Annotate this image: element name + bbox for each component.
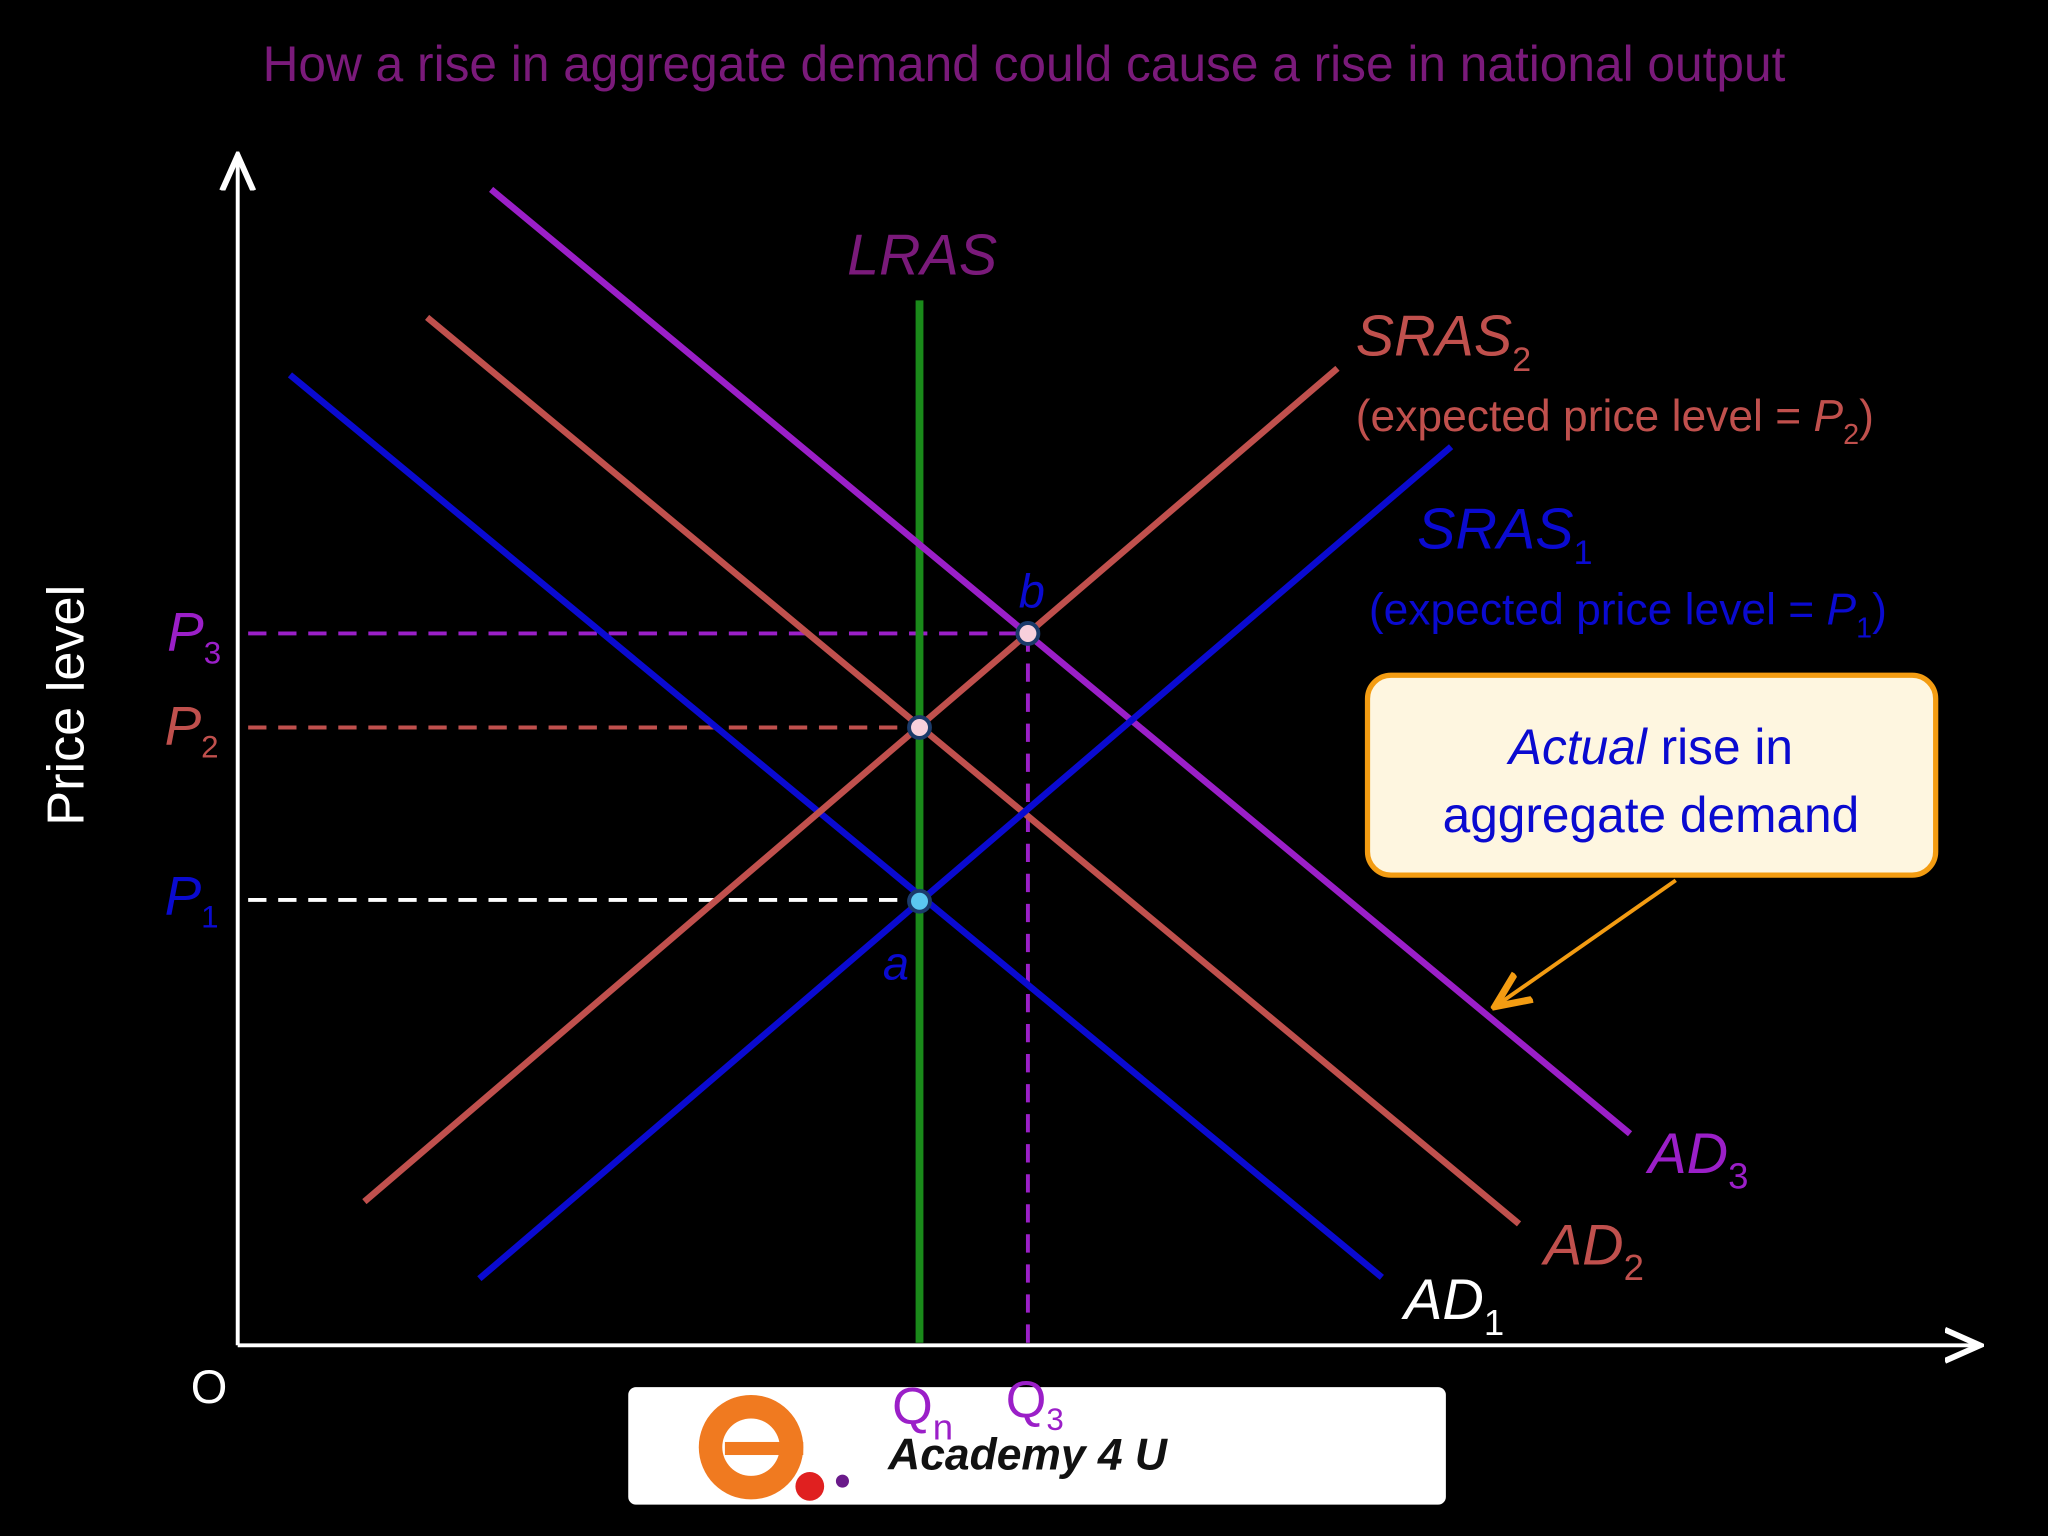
p2-label: P2 — [165, 694, 219, 764]
y-axis-label: Price level — [38, 585, 96, 826]
sras1-note: (expected price level = P1) — [1369, 585, 1887, 644]
logo-dot — [795, 1472, 825, 1501]
logo-dot2 — [835, 1474, 849, 1488]
q3-label: Q3 — [1006, 1371, 1064, 1437]
sras1-label: SRAS1 — [1417, 498, 1592, 573]
point-b — [1015, 621, 1041, 646]
point-a — [907, 888, 932, 914]
sras2-line — [362, 365, 1340, 1205]
logo-text: Academy 4 U — [887, 1430, 1168, 1479]
p1-label: P1 — [165, 864, 219, 934]
ad2-label: AD2 — [1541, 1213, 1644, 1288]
logo-e-bar — [724, 1441, 804, 1456]
callout-line1: Actual rise in — [1506, 719, 1793, 775]
point-a-label: a — [883, 937, 909, 990]
ad3-line — [489, 186, 1633, 1137]
title: How a rise in aggregate demand could cau… — [263, 36, 1786, 92]
sras1-line — [477, 444, 1454, 1282]
p3-label: P3 — [167, 600, 221, 670]
sras2-note: (expected price level = P2) — [1356, 392, 1874, 451]
sras2-label: SRAS2 — [1356, 304, 1531, 379]
callout-arrow — [1498, 878, 1677, 1004]
point-p2 — [907, 715, 932, 740]
origin: O — [191, 1360, 228, 1413]
logo-box — [628, 1387, 1446, 1505]
ad2-line — [425, 314, 1522, 1227]
callout-line2: aggregate demand — [1443, 787, 1860, 843]
ad1-line — [287, 372, 1384, 1280]
qn-label: Qn — [892, 1378, 953, 1448]
lras-label: LRAS — [847, 223, 997, 287]
callout-box — [1364, 672, 1939, 878]
ad1-label: AD1 — [1401, 1268, 1504, 1343]
point-b-label: b — [1019, 564, 1045, 617]
ad3-label: AD3 — [1645, 1122, 1748, 1197]
